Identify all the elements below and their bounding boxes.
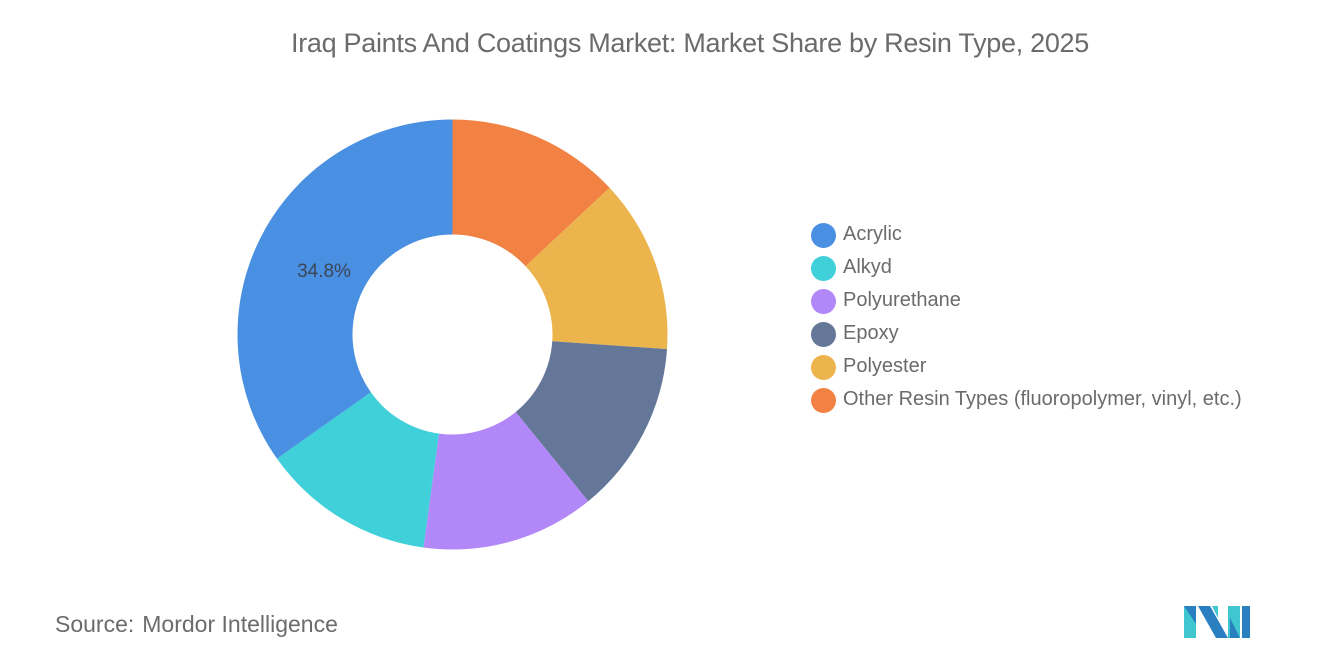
source-label: Source: xyxy=(55,611,135,637)
legend-label: Polyurethane xyxy=(843,289,961,311)
donut-slice-polyurethane[interactable] xyxy=(423,412,589,550)
donut-slice-other[interactable] xyxy=(452,119,610,267)
legend-dot-icon xyxy=(811,322,836,347)
legend-item-epoxy[interactable]: Epoxy xyxy=(811,317,1261,350)
source-value: Mordor Intelligence xyxy=(142,611,338,637)
legend-label: Epoxy xyxy=(843,322,899,344)
donut-slice-epoxy[interactable] xyxy=(515,341,668,502)
source-note: Source: Mordor Intelligence xyxy=(55,611,338,638)
legend-label: Acrylic xyxy=(843,223,902,245)
chart-legend: Acrylic Alkyd Polyurethane Epoxy Polyest… xyxy=(811,218,1261,416)
legend-label: Other Resin Types (fluoropolymer, vinyl,… xyxy=(843,388,1242,410)
mordor-intelligence-logo-icon xyxy=(1184,606,1250,638)
legend-dot-icon xyxy=(811,256,836,281)
legend-dot-icon xyxy=(811,223,836,248)
donut-slice-polyester[interactable] xyxy=(525,187,668,350)
donut-slices xyxy=(237,119,668,550)
legend-item-polyester[interactable]: Polyester xyxy=(811,350,1261,383)
legend-dot-icon xyxy=(811,289,836,314)
legend-item-acrylic[interactable]: Acrylic xyxy=(811,218,1261,251)
legend-item-alkyd[interactable]: Alkyd xyxy=(811,251,1261,284)
legend-dot-icon xyxy=(811,355,836,380)
legend-item-other-resin-types[interactable]: Other Resin Types (fluoropolymer, vinyl,… xyxy=(811,383,1261,416)
slice-label-acrylic: 34.8% xyxy=(297,261,351,282)
donut-slice-alkyd[interactable] xyxy=(276,392,439,548)
legend-dot-icon xyxy=(811,388,836,413)
legend-item-polyurethane[interactable]: Polyurethane xyxy=(811,284,1261,317)
legend-label: Alkyd xyxy=(843,256,892,278)
chart-title: Iraq Paints And Coatings Market: Market … xyxy=(291,28,1089,58)
legend-label: Polyester xyxy=(843,355,927,377)
donut-slice-acrylic[interactable] xyxy=(237,119,453,459)
